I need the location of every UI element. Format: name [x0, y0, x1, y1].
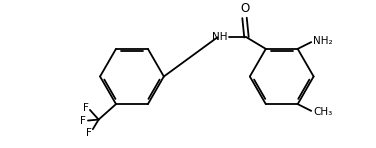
Text: O: O [240, 2, 249, 15]
Text: NH₂: NH₂ [313, 36, 333, 46]
Text: F: F [83, 103, 89, 113]
Text: CH₃: CH₃ [313, 107, 332, 117]
Text: NH: NH [212, 32, 227, 42]
Text: F: F [80, 116, 86, 126]
Text: F: F [86, 128, 92, 138]
